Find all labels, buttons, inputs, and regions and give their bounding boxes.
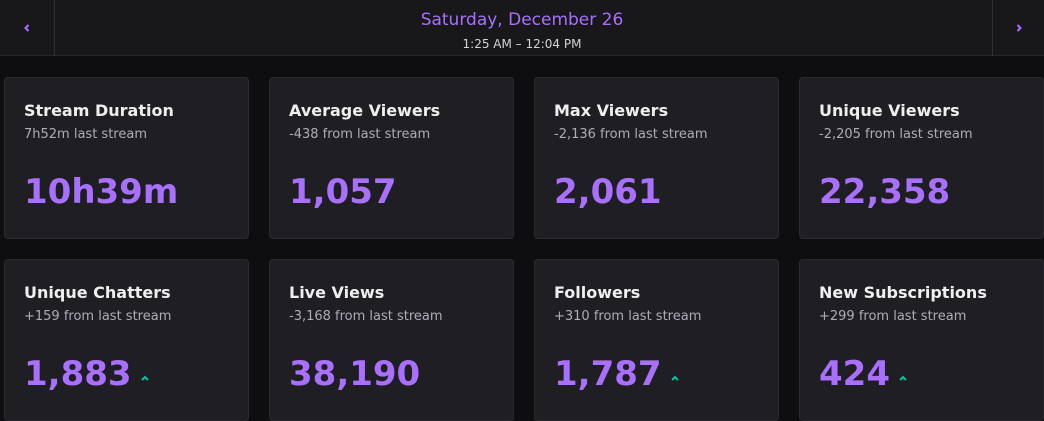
- stat-card: Unique Viewers -2,205 from last stream 2…: [799, 77, 1044, 239]
- date-header: Saturday, December 26 1:25 AM – 12:04 PM: [0, 0, 1044, 56]
- card-subtitle: -438 from last stream: [289, 127, 431, 142]
- stat-card: Stream Duration 7h52m last stream 10h39m: [4, 77, 249, 239]
- card-subtitle: -3,168 from last stream: [289, 309, 443, 324]
- stat-card: Average Viewers -438 from last stream 1,…: [269, 77, 514, 239]
- chevron-left: [24, 24, 30, 32]
- card-title: Followers: [554, 283, 641, 302]
- card-title: Live Views: [289, 283, 385, 302]
- card-value: 2,061: [554, 172, 662, 212]
- card-title: Max Viewers: [554, 101, 669, 120]
- card-value: 1,787: [554, 354, 662, 394]
- card-title: New Subscriptions: [819, 283, 987, 302]
- card-title: Unique Viewers: [819, 101, 960, 120]
- trend-up-icon: [670, 375, 679, 381]
- card-value: 10h39m: [24, 172, 179, 212]
- trend-up-icon: [140, 375, 149, 381]
- stat-card: Unique Chatters +159 from last stream 1,…: [4, 259, 249, 421]
- time-range: 1:25 AM – 12:04 PM: [462, 37, 582, 51]
- card-value: 22,358: [819, 172, 951, 212]
- card-subtitle: +159 from last stream: [24, 309, 172, 324]
- previous-button[interactable]: [0, 0, 55, 56]
- card-subtitle: +299 from last stream: [819, 309, 967, 324]
- card-title: Average Viewers: [289, 101, 441, 120]
- stat-card: Followers +310 from last stream 1,787: [534, 259, 779, 421]
- card-value: 1,883: [24, 354, 132, 394]
- stat-card: Max Viewers -2,136 from last stream 2,06…: [534, 77, 779, 239]
- chevron-right: [1016, 24, 1022, 32]
- card-subtitle: 7h52m last stream: [24, 127, 147, 142]
- card-value: 38,190: [289, 354, 421, 394]
- stat-card: New Subscriptions +299 from last stream …: [799, 259, 1044, 421]
- card-subtitle: -2,205 from last stream: [819, 127, 973, 142]
- card-subtitle: +310 from last stream: [554, 309, 702, 324]
- card-title: Stream Duration: [24, 101, 174, 120]
- trend-up-icon: [899, 375, 907, 381]
- card-value: 424: [819, 354, 890, 394]
- stat-card: Live Views -3,168 from last stream 38,19…: [269, 259, 514, 421]
- card-title: Unique Chatters: [24, 283, 171, 302]
- card-subtitle: -2,136 from last stream: [554, 127, 708, 142]
- next-button[interactable]: [992, 0, 1044, 56]
- date: Saturday, December 26: [420, 10, 624, 30]
- card-value: 1,057: [289, 172, 397, 212]
